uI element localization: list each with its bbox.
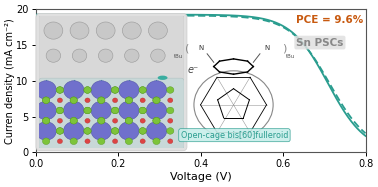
Text: e⁻: e⁻ xyxy=(187,65,198,75)
Text: Sn PSCs: Sn PSCs xyxy=(296,38,344,47)
Text: PCE = 9.6%: PCE = 9.6% xyxy=(296,15,364,25)
Circle shape xyxy=(158,76,167,80)
Text: Open-cage bis[60]fulleroid: Open-cage bis[60]fulleroid xyxy=(181,131,288,140)
Y-axis label: Curren density (mA cm⁻²): Curren density (mA cm⁻²) xyxy=(5,18,15,143)
X-axis label: Voltage (V): Voltage (V) xyxy=(170,172,231,182)
